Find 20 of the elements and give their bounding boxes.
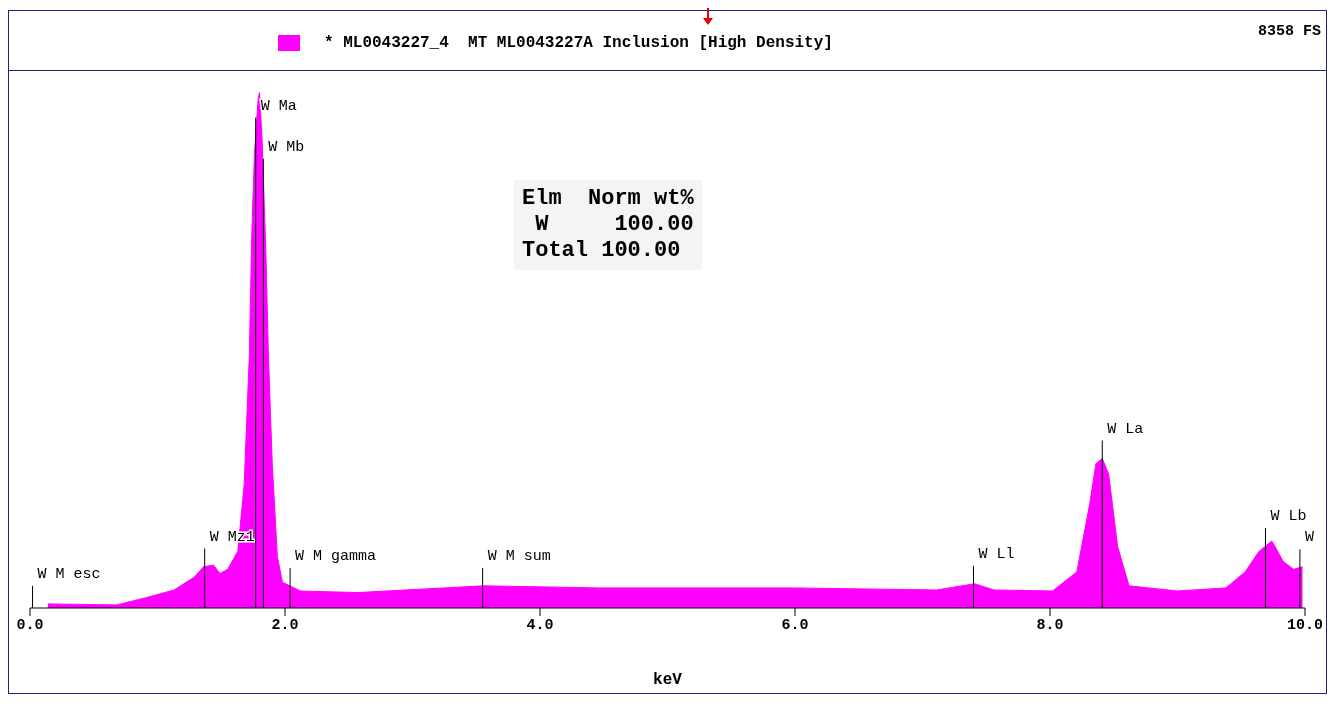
x-tick-label: 10.0	[1286, 616, 1324, 634]
ref-line-label: W M esc	[37, 565, 101, 583]
ref-line-label: W M sum	[487, 547, 551, 565]
ref-line-label: W Mb	[268, 138, 305, 156]
ref-line-label: W M gamma	[295, 547, 377, 565]
annotation: Total 100.00	[522, 238, 682, 264]
x-tick-label: 8.0	[1036, 616, 1064, 634]
x-tick-label: 0.0	[16, 616, 44, 634]
x-tick-label: 4.0	[526, 616, 554, 634]
annotation: W 100.00	[534, 212, 694, 238]
ref-line-label: W Lb	[1270, 508, 1307, 526]
x-tick-label: 2.0	[271, 616, 299, 634]
ref-line-label: W La	[1107, 420, 1144, 438]
annotation: Elm Norm wt%	[522, 186, 694, 212]
ref-line-label: W	[1304, 529, 1314, 547]
legend-label: * ML0043227_4 MT ML0043227A Inclusion [High Density]	[324, 34, 833, 52]
x-axis-title: keV	[653, 671, 683, 689]
ref-line-label: W Ll	[978, 545, 1015, 563]
text: 8358 FS	[1257, 23, 1321, 40]
x-tick-label: 6.0	[781, 616, 809, 634]
